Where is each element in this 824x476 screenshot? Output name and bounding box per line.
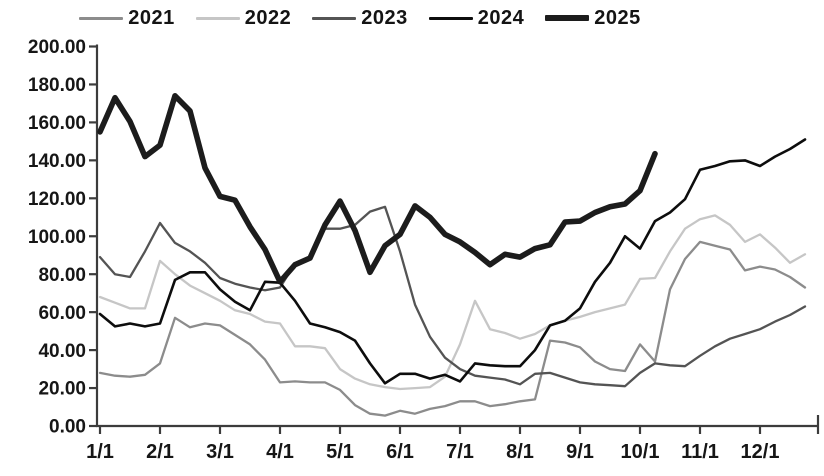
y-axis-label: 80.00 bbox=[38, 265, 86, 286]
x-axis-label: 3/1 bbox=[206, 441, 234, 463]
legend-item-2025: 2025 bbox=[545, 7, 641, 30]
x-axis-label: 11/1 bbox=[681, 441, 719, 463]
series-line-2025 bbox=[97, 93, 658, 285]
y-axis-label: 160.00 bbox=[28, 113, 86, 134]
legend-label-2025: 2025 bbox=[594, 6, 641, 29]
legend-label-2022: 2022 bbox=[244, 6, 292, 29]
y-axis-label: 100.00 bbox=[28, 227, 86, 248]
series-line-2024 bbox=[98, 138, 807, 385]
y-axis-label: 20.00 bbox=[38, 379, 86, 400]
legend-item-2022: 2022 bbox=[195, 6, 292, 30]
legend-label-2021: 2021 bbox=[128, 6, 175, 29]
legend-line-sample-2021 bbox=[79, 16, 124, 20]
legend-item-2023: 2023 bbox=[312, 7, 408, 30]
x-axis-label: 5/1 bbox=[326, 441, 354, 463]
y-axis-label: 120.00 bbox=[28, 189, 86, 210]
x-axis-labels: 1/1 2/1 3/1 4/1 5/1 6/1 7/1 8/1 9/1 10/1 11/1 12/1 bbox=[86, 441, 779, 463]
series-line-2021 bbox=[98, 240, 807, 417]
x-axis-label: 6/1 bbox=[386, 441, 414, 463]
x-axis-label: 2/1 bbox=[146, 441, 174, 463]
legend-line-sample-2025 bbox=[545, 15, 590, 21]
plot-area bbox=[97, 93, 807, 417]
legend-item-2024: 2024 bbox=[428, 6, 525, 30]
y-axis-label: 180.00 bbox=[28, 75, 86, 96]
x-axis-label: 9/1 bbox=[566, 441, 594, 463]
x-axis-label: 1/1 bbox=[86, 441, 114, 463]
x-axis-label: 10/1 bbox=[621, 441, 660, 463]
x-axis-label: 4/1 bbox=[266, 441, 294, 463]
legend-label-2024: 2024 bbox=[477, 6, 525, 29]
chart-legend: 2021 2022 2023 2024 2025 bbox=[40, 4, 680, 32]
y-axis-label: 60.00 bbox=[38, 303, 86, 324]
axes bbox=[89, 44, 820, 434]
series-line-2023 bbox=[98, 205, 807, 388]
x-axis-label: 7/1 bbox=[446, 441, 474, 463]
legend-line-sample-2022 bbox=[195, 16, 240, 20]
y-axis-label: 40.00 bbox=[38, 341, 86, 362]
legend-item-2021: 2021 bbox=[79, 7, 175, 30]
legend-line-sample-2024 bbox=[428, 16, 473, 20]
y-axis-labels: 0.00 20.00 40.00 60.00 80.00 100.00 120.00 140.… bbox=[28, 37, 86, 438]
y-axis-label: 0.00 bbox=[49, 417, 86, 438]
x-axis-label: 8/1 bbox=[506, 441, 534, 463]
series-line-2022 bbox=[98, 214, 807, 391]
y-axis-label: 200.00 bbox=[28, 37, 86, 58]
legend-line-sample-2023 bbox=[312, 16, 357, 20]
x-axis-label: 12/1 bbox=[741, 441, 780, 463]
legend-label-2023: 2023 bbox=[361, 6, 408, 29]
y-axis bbox=[95, 44, 818, 428]
y-axis-label: 140.00 bbox=[28, 151, 86, 172]
